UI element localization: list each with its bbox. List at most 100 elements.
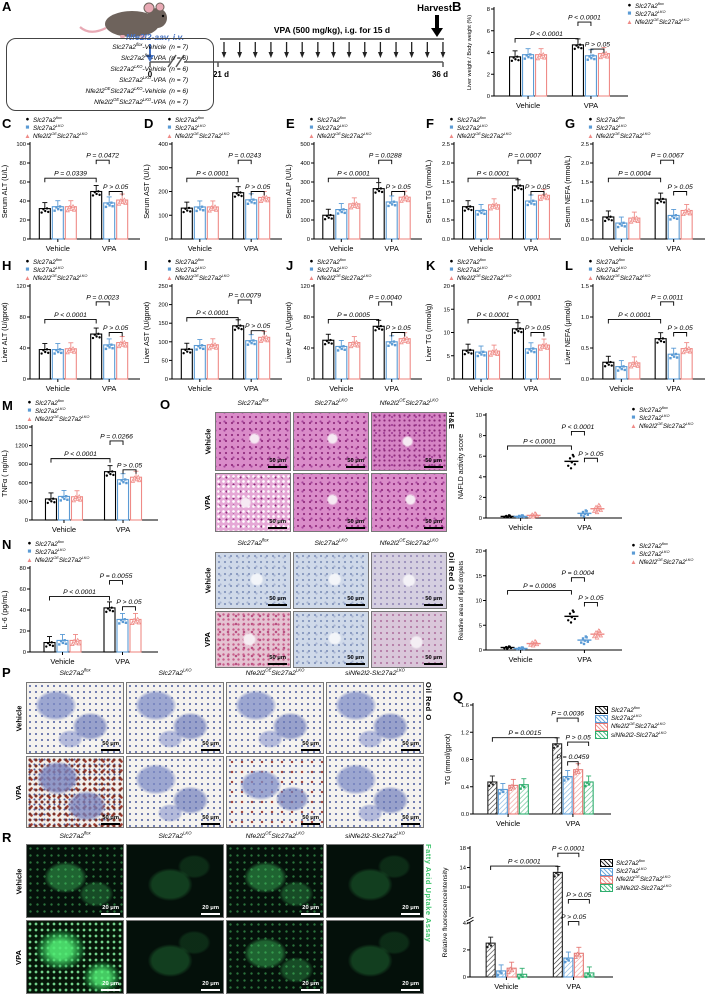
legend-3: ● Slc27a2flox ■ Slc27a2LKO ▲ Nfe2l2OESlc27a2L… [448,115,511,141]
column-header: siNfe2l2-Slc27a2LKO [345,667,405,677]
data-point [672,355,676,358]
data-point [46,501,49,505]
data-point [338,209,342,212]
chart-plot-nafld: 0 2 4 6 8 10 NAFLD activity score Vehicle VPA P <… [458,413,622,532]
data-point [110,343,113,346]
y-tick-label: 60 [20,180,26,186]
triangle-marker-icon: ▲ [448,274,455,282]
bar [232,192,245,240]
data-point [264,194,269,199]
legend-swatch [595,706,608,715]
data-point [687,211,693,216]
data-point [573,463,577,466]
data-point [478,209,481,213]
dose-arrow-head [393,52,399,58]
chart-plot-Q: 0.0 0.4 0.8 1.2 1.6 TG (mmol/gprot) Vehicle VPA… [445,703,611,828]
legend-item: ● Slc27a2flox [587,115,650,124]
p-value-label: P = 0.0339 [54,171,87,178]
y-tick-label: 1.6 [461,703,469,709]
data-point [470,208,473,212]
panel-G-serum-nefa: G ● Slc27a2flox ■ Slc27a2LKO ▲ Nfe2l2OESlc27a2… [563,115,707,257]
panel-letter-I: I [144,258,148,273]
y-tick-label: 0.5 [442,218,450,224]
scale-bar: 50 μm [346,596,365,606]
y-tick-label: 80 [20,161,26,167]
data-point [671,214,674,218]
significance-bracket [186,317,239,322]
legend-label: Slc27a2LKO [596,264,627,275]
data-point [210,206,216,211]
data-point [108,609,112,612]
triangle-marker-icon: ▲ [24,274,31,282]
data-point [588,55,591,58]
data-point [260,195,266,200]
row-label: Vehicle [203,428,213,455]
significance-bracket [49,596,110,601]
data-point [258,198,264,203]
data-point [350,340,356,345]
data-point [51,644,55,648]
data-point [563,960,567,964]
data-point [120,479,123,482]
data-point [212,204,218,209]
data-point [530,56,533,60]
data-point [500,972,503,975]
legend-label: Slc27a2LKO [33,122,64,133]
legend-label: siNfe2l2-Slc27a2LKO [611,729,667,739]
square-marker-icon: ■ [309,266,314,274]
p-value-label: P = 0.0040 [369,294,402,301]
x-group-label: Vehicle [516,101,540,110]
legend-item: ▲ Nfe2l2OESlc27a2LKO [166,132,229,141]
x-group-label: Vehicle [508,523,532,532]
data-point [182,210,185,214]
bar [116,479,130,521]
data-point [669,218,672,221]
legend-item: ▲ Nfe2l2OESlc27a2LKO [26,556,89,565]
data-point [527,55,530,59]
y-tick-label: 0.4 [461,785,470,791]
data-point [66,498,69,501]
y-tick-label: 20 [20,629,26,635]
p-value-label: P > 0.05 [668,184,693,191]
data-point [542,344,547,350]
data-point [207,208,212,213]
data-point [65,208,70,213]
data-point [622,365,625,368]
data-point [588,974,591,977]
legend-item: Slc27a2LKO [595,714,666,723]
data-point [59,639,63,643]
legend-label: Slc27a2flox [616,857,645,867]
panel-O-he-staining: O Slc27a2flox Slc27a2LKO Nfe2l2OESlc27a2LKO… [160,398,456,538]
data-point [45,348,49,351]
data-point [187,347,191,351]
data-point [404,335,410,341]
x-group-label: VPA [116,525,130,534]
bar [573,952,584,978]
y-tick-label: 5 [447,354,450,360]
y-tick-label: 600 [18,481,28,487]
legend-label: Slc27a2LKO [317,122,348,133]
y-tick-label: 40 [20,346,26,352]
legend-label: Slc27a2flox [639,404,668,414]
scale-bar: 50 μm [424,458,443,468]
data-point [531,199,535,202]
triangle-marker-icon: ▲ [26,556,33,564]
circle-marker-icon: ● [449,115,454,123]
bar [129,476,143,521]
triangle-marker-icon: ▲ [308,132,315,140]
group-list-item: Slc27a2flox-VPA (n = 6) [120,52,189,62]
data-point [65,350,70,355]
bar [524,200,538,240]
data-point [387,204,390,208]
significance-bracket [250,330,265,335]
data-point [586,640,590,643]
legend-item: ■ Slc27a2LKO [448,124,511,133]
panel-letter-N: N [2,537,12,552]
y-tick-label: 100 [16,142,26,148]
significance-bracket [50,458,111,463]
panel-letter-E: E [286,116,295,131]
data-point [329,213,332,217]
data-point [530,643,536,648]
data-point [467,207,470,211]
triangle-marker-icon: ▲ [630,422,637,430]
